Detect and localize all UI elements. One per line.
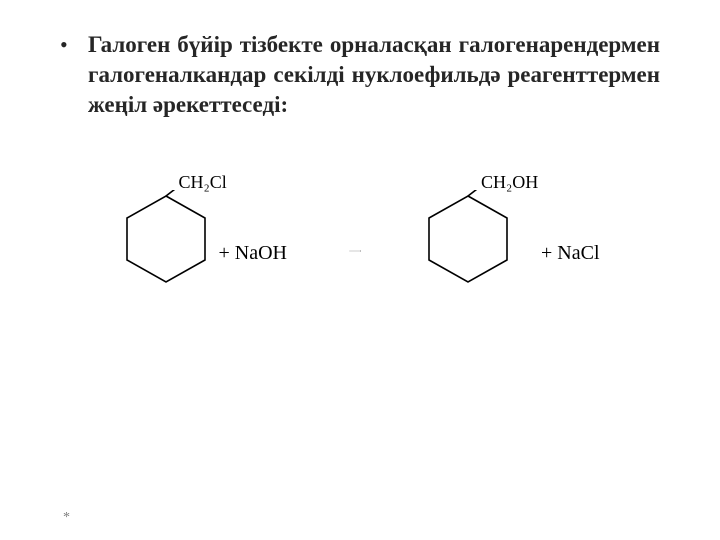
- substituent-bond: [468, 190, 481, 196]
- hexagon-icon: [121, 190, 211, 286]
- reactant-molecule: CH₂Cl: [121, 190, 211, 286]
- reaction-arrow-icon: [295, 250, 415, 252]
- reactant-substituent-label: CH₂Cl: [179, 172, 227, 193]
- product-molecule: CH₂OH: [423, 190, 513, 286]
- hexagon-shape: [127, 196, 205, 282]
- reaction-scheme: CH₂Cl + NaOH CH₂OH + NaCl: [60, 190, 660, 286]
- hexagon-shape: [429, 196, 507, 282]
- byproduct-label: + NaCl: [541, 242, 600, 265]
- slide: • Галоген бүйір тізбекте орналасқан гало…: [0, 0, 720, 540]
- bullet-marker: •: [60, 30, 88, 60]
- reactant-ring: CH₂Cl: [121, 190, 211, 286]
- product-ring: CH₂OH: [423, 190, 513, 286]
- bullet-item: • Галоген бүйір тізбекте орналасқан гало…: [60, 30, 660, 120]
- reagent-label: + NaOH: [219, 242, 288, 265]
- substituent-bond: [166, 190, 179, 196]
- footer-marker: *: [63, 510, 70, 526]
- product-substituent-label: CH₂OH: [481, 172, 538, 193]
- hexagon-icon: [423, 190, 513, 286]
- paragraph-text: Галоген бүйір тізбекте орналасқан галоге…: [88, 30, 660, 120]
